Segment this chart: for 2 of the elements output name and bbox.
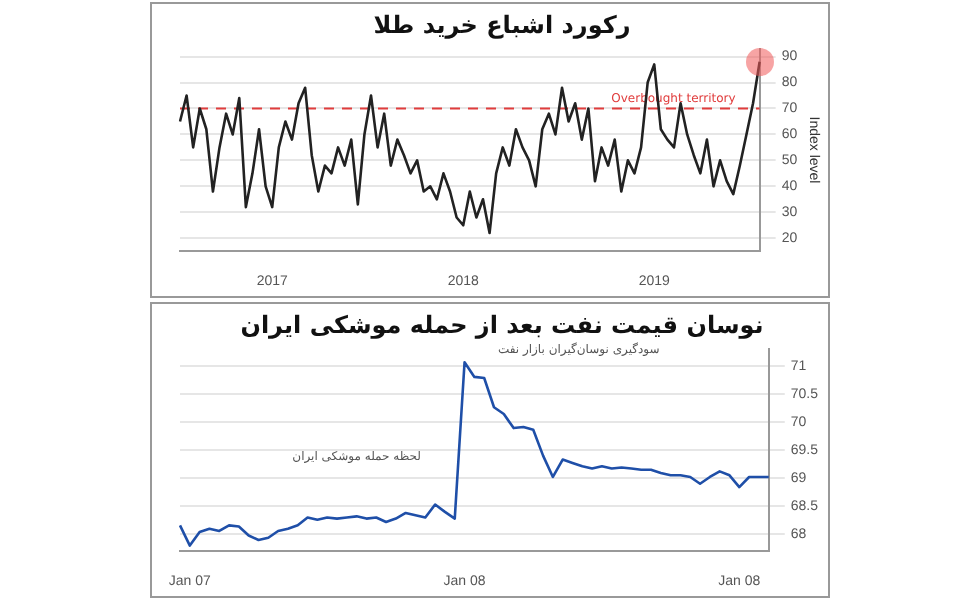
chart-title: رکورد اشباع خرید طلا [373,10,631,39]
chart-title: نوسان قیمت نفت بعد از حمله موشکی ایران [240,310,764,339]
